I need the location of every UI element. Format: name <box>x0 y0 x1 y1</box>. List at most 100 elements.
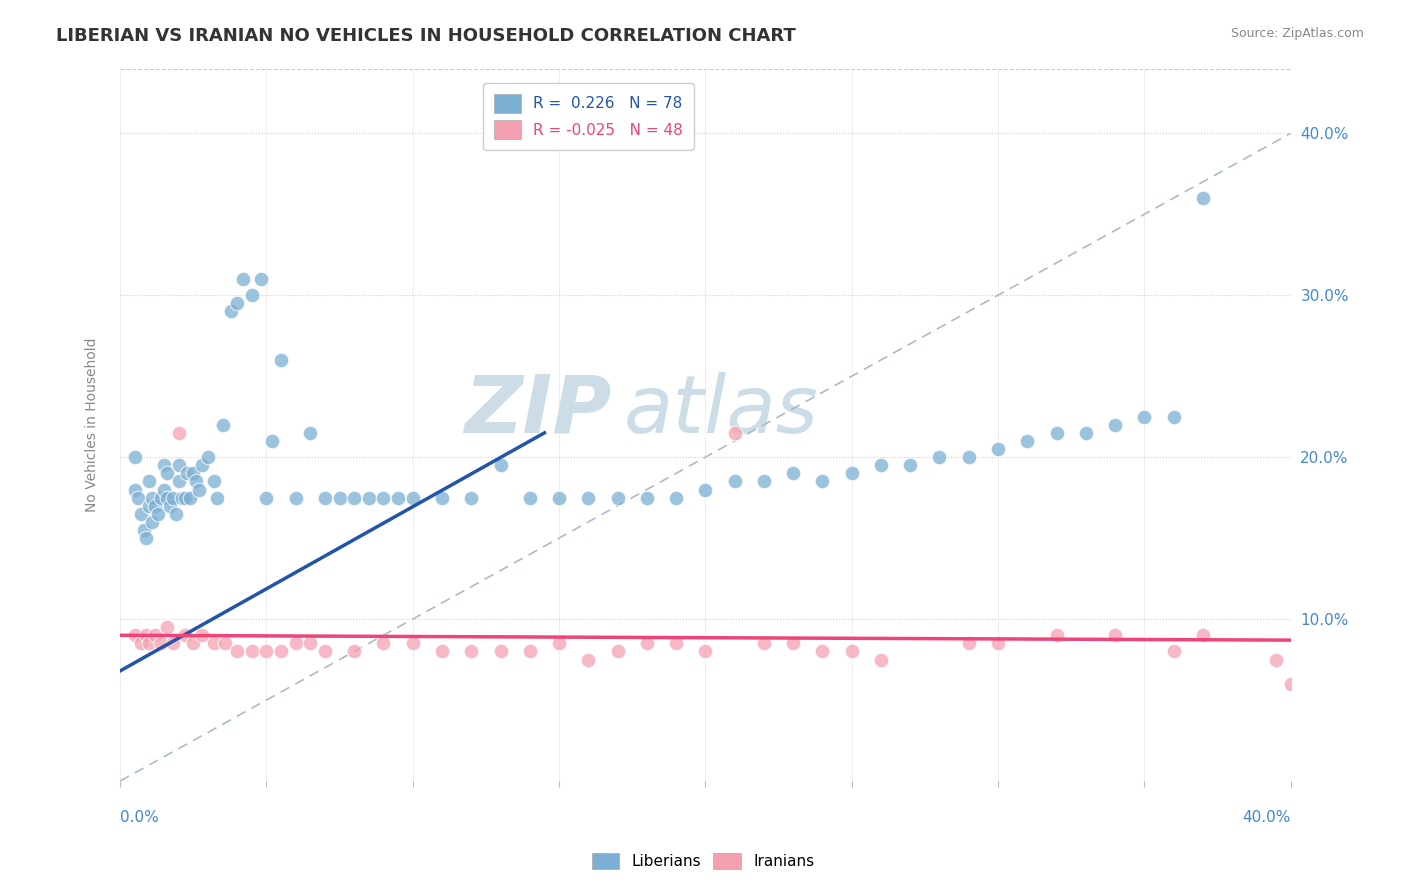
Point <box>665 491 688 505</box>
Point <box>129 507 152 521</box>
Point <box>636 491 658 505</box>
Point <box>202 475 225 489</box>
Text: 40.0%: 40.0% <box>1243 810 1291 824</box>
Point <box>159 499 181 513</box>
Point <box>519 491 541 505</box>
Point <box>1074 425 1097 440</box>
Point <box>1045 628 1067 642</box>
Point <box>167 475 190 489</box>
Point <box>1133 409 1156 424</box>
Point <box>138 636 160 650</box>
Point <box>173 628 195 642</box>
Point <box>146 507 169 521</box>
Point <box>636 636 658 650</box>
Point <box>132 523 155 537</box>
Point <box>1104 417 1126 432</box>
Point <box>127 491 149 505</box>
Point <box>387 491 409 505</box>
Point <box>665 636 688 650</box>
Point <box>176 467 198 481</box>
Point <box>489 458 512 473</box>
Point <box>153 458 176 473</box>
Point <box>723 425 745 440</box>
Point <box>150 636 173 650</box>
Point <box>606 644 628 658</box>
Point <box>191 628 214 642</box>
Point <box>343 491 366 505</box>
Point <box>124 450 146 464</box>
Text: 0.0%: 0.0% <box>120 810 159 824</box>
Point <box>870 652 893 666</box>
Point <box>162 636 184 650</box>
Point <box>226 644 249 658</box>
Point <box>143 499 166 513</box>
Point <box>489 644 512 658</box>
Point <box>1265 652 1288 666</box>
Point <box>284 636 307 650</box>
Point <box>256 491 278 505</box>
Point <box>695 644 717 658</box>
Point <box>141 515 163 529</box>
Point <box>1191 628 1213 642</box>
Point <box>1017 434 1039 448</box>
Point <box>548 636 571 650</box>
Point <box>240 288 263 302</box>
Point <box>165 507 187 521</box>
Point <box>226 296 249 310</box>
Point <box>156 491 179 505</box>
Point <box>576 652 599 666</box>
Point <box>928 450 950 464</box>
Point <box>576 491 599 505</box>
Point <box>205 491 228 505</box>
Point <box>1279 677 1302 691</box>
Point <box>153 483 176 497</box>
Point <box>1163 409 1185 424</box>
Point <box>156 620 179 634</box>
Point <box>870 458 893 473</box>
Point <box>373 491 395 505</box>
Point <box>138 475 160 489</box>
Point <box>430 491 453 505</box>
Point <box>138 499 160 513</box>
Point <box>240 644 263 658</box>
Text: atlas: atlas <box>623 371 818 450</box>
Point <box>898 458 921 473</box>
Point <box>329 491 352 505</box>
Point <box>181 467 204 481</box>
Point <box>270 353 292 368</box>
Point <box>214 636 236 650</box>
Point <box>723 475 745 489</box>
Point <box>314 491 336 505</box>
Point <box>262 434 284 448</box>
Point <box>256 644 278 658</box>
Point <box>299 425 322 440</box>
Point <box>987 442 1010 456</box>
Y-axis label: No Vehicles in Household: No Vehicles in Household <box>86 337 100 512</box>
Point <box>141 491 163 505</box>
Point <box>173 491 195 505</box>
Point <box>373 636 395 650</box>
Point <box>170 491 193 505</box>
Point <box>811 644 834 658</box>
Point <box>284 491 307 505</box>
Point <box>181 636 204 650</box>
Point <box>249 272 271 286</box>
Point <box>460 644 482 658</box>
Point <box>197 450 219 464</box>
Text: LIBERIAN VS IRANIAN NO VEHICLES IN HOUSEHOLD CORRELATION CHART: LIBERIAN VS IRANIAN NO VEHICLES IN HOUSE… <box>56 27 796 45</box>
Point <box>202 636 225 650</box>
Point <box>150 491 173 505</box>
Point <box>957 450 980 464</box>
Point <box>211 417 233 432</box>
Point <box>695 483 717 497</box>
Point <box>188 483 211 497</box>
Point <box>1191 191 1213 205</box>
Point <box>156 467 179 481</box>
Point <box>519 644 541 658</box>
Point <box>186 475 208 489</box>
Point <box>782 636 804 650</box>
Point <box>357 491 380 505</box>
Point <box>957 636 980 650</box>
Point <box>430 644 453 658</box>
Point <box>752 475 775 489</box>
